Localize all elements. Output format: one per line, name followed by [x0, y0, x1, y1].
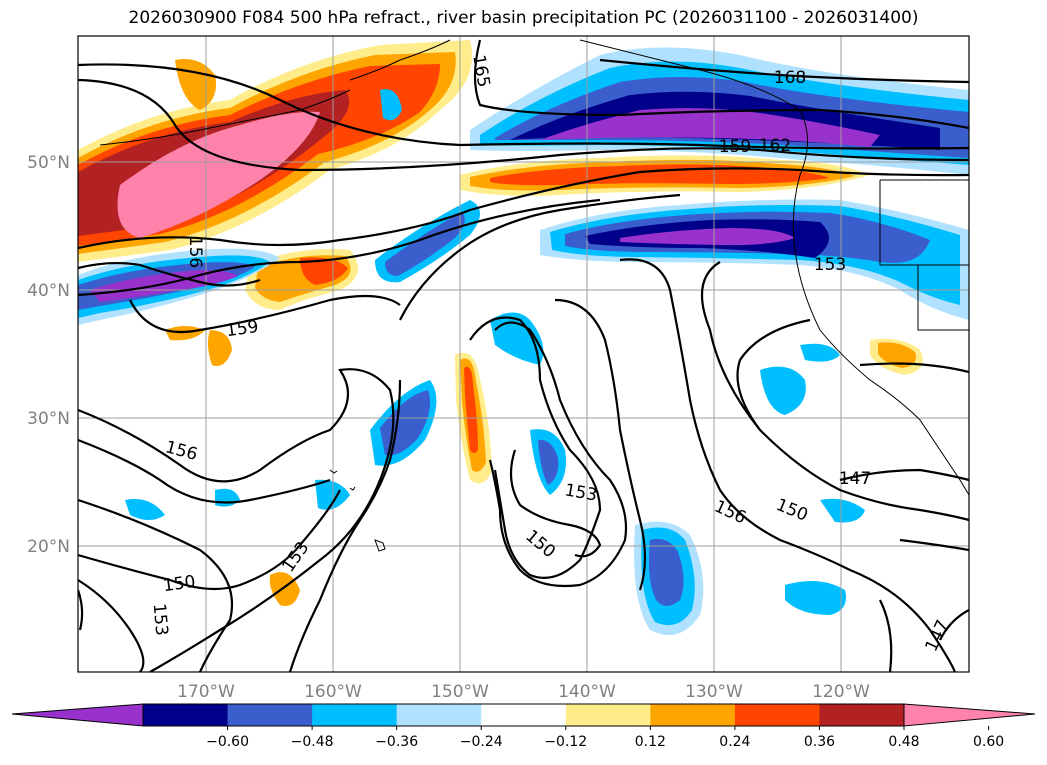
lon-label-120w: 120°W	[812, 682, 870, 702]
contour-label-156: 156	[185, 236, 205, 268]
colorbar-frame	[142, 703, 905, 727]
lon-label-150w: 150°W	[431, 682, 489, 702]
colorbar-tick-label: 0.48	[888, 734, 919, 750]
colorbar-tick-label: 0.36	[804, 734, 835, 750]
colorbar-tick-label: 0.12	[635, 734, 666, 750]
negative-anomaly-central-band	[540, 199, 969, 320]
colorbar-swatch	[312, 704, 398, 726]
colorbar-swatch	[734, 704, 820, 726]
lat-label-40n: 40°N	[27, 281, 70, 301]
lat-label-50n: 50°N	[27, 153, 70, 173]
contour-label-159: 159	[225, 317, 260, 341]
negative-anomaly-central	[125, 89, 865, 635]
colorbar-swatch	[143, 704, 229, 726]
colorbar-tick-label: −0.60	[206, 734, 249, 750]
coastlines	[99, 39, 969, 552]
contour-label-150: 150	[162, 572, 197, 596]
map-title: 2026030900 F084 500 hPa refract., river …	[128, 8, 919, 28]
contour-label-153: 153	[814, 255, 846, 275]
map-area	[78, 36, 969, 672]
contour-label-168: 168	[774, 68, 806, 88]
contour-label-159: 159	[719, 137, 751, 157]
longitude-labels: 170°W 160°W 150°W 140°W 130°W 120°W	[177, 682, 870, 702]
colorbar-swatch	[481, 704, 567, 726]
colorbar-swatch	[565, 704, 651, 726]
colorbar-extend-max	[903, 703, 1036, 727]
positive-anomaly-northwest	[78, 40, 472, 262]
contour-label-153: 153	[149, 603, 172, 637]
colorbar-swatch	[650, 704, 736, 726]
colorbar: −0.60 −0.48 −0.36 −0.24 −0.12 0.12 0.24 0.36 0.4…	[11, 703, 1036, 750]
lat-label-20n: 20°N	[27, 537, 70, 557]
gridlines	[78, 36, 969, 672]
colorbar-tick-label: 0.60	[973, 734, 1004, 750]
lon-label-130w: 130°W	[685, 682, 743, 702]
lon-label-160w: 160°W	[304, 682, 362, 702]
contour-lines	[78, 39, 969, 672]
positive-anomaly-central-band	[460, 155, 870, 196]
lat-label-30n: 30°N	[27, 409, 70, 429]
colorbar-tick-label: 0.24	[719, 734, 750, 750]
colorbar-extend-min	[11, 703, 144, 727]
colorbar-tick-label: −0.48	[291, 734, 334, 750]
lon-label-170w: 170°W	[177, 682, 235, 702]
colorbar-swatch	[227, 704, 313, 726]
colorbar-tick-label: −0.36	[375, 734, 418, 750]
colorbar-tick-label: −0.12	[544, 734, 587, 750]
colorbar-tick-label: −0.24	[460, 734, 503, 750]
lon-label-140w: 140°W	[558, 682, 616, 702]
colorbar-swatch	[819, 704, 905, 726]
colorbar-swatch	[396, 704, 482, 726]
contour-label-147: 147	[839, 469, 871, 489]
contour-label-162: 162	[759, 136, 791, 156]
map-frame	[77, 35, 970, 673]
latitude-labels: 50°N 40°N 30°N 20°N	[27, 153, 70, 557]
